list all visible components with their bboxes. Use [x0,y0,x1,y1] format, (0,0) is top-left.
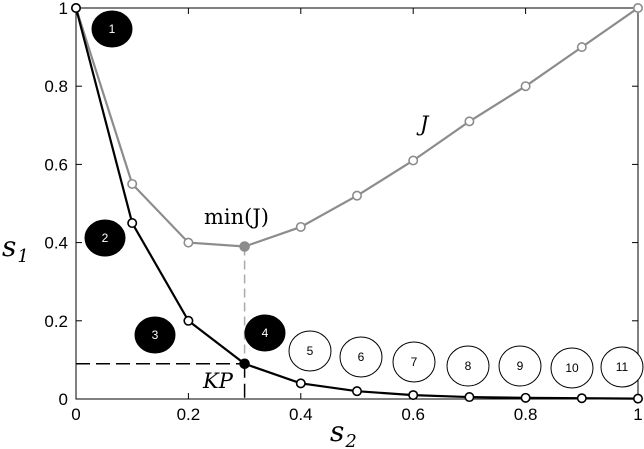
series-point-1 [71,3,82,13]
x-tick-label: 0.8 [514,405,538,424]
badge-circle [550,347,594,389]
series-point-1 [351,386,362,397]
y-tick-label: 0.2 [44,312,68,331]
badge-label: 1 [109,22,116,36]
badge-circle [244,314,286,352]
badge-label: 6 [358,350,365,364]
series-point-0 [464,116,475,127]
badge-circle [600,346,644,388]
series-point-0 [351,190,362,201]
plot-frame [75,7,639,400]
series-point-0 [576,42,587,53]
series-point-1 [632,393,643,404]
x-tick-label: 0 [71,405,80,424]
series-layer [71,3,643,404]
badge-circle [446,345,490,387]
series-line-0 [74,7,639,248]
series-point-0 [295,221,306,232]
y-tick-label: 1 [59,0,68,18]
x-tick-label: 1 [633,405,642,424]
min-j-label: min(J) [204,205,269,229]
series-point-0 [520,81,531,92]
series-point-1 [295,378,306,389]
series-point-1 [520,392,531,403]
badge-label: 2 [102,231,109,245]
badge-circle [91,10,133,48]
badge-circle [134,316,176,354]
badge-circle [84,219,126,257]
y-axis-title: s1 [2,230,29,267]
series-label-j: J [416,112,430,136]
badge-label: 10 [565,361,579,375]
y-tick-label: 0.8 [44,77,68,96]
series-point-1 [183,315,194,326]
x-tick-label: 0.2 [177,405,201,424]
badge-label: 4 [262,326,269,340]
badges-layer: 1 2 3 4 5 6 7 8 9 10 11 [84,10,644,389]
series-point-0 [127,178,138,189]
badge-label: 3 [152,328,159,342]
badge-circle [392,341,436,383]
badge-label: 7 [411,355,418,369]
x-tick-label: 0.6 [401,405,425,424]
badge-label: 5 [307,344,314,358]
y-tick-label: 0 [59,390,68,409]
axis-ticks: 0 0.2 0.4 0.6 0.8 100.20.40.60.81 [44,0,642,424]
series-point-1 [464,392,475,403]
y-tick-label: 0.4 [44,234,68,253]
badge-label: 8 [465,359,472,373]
guide-lines [76,246,246,399]
x-axis-title: s2 [330,415,357,449]
series-point-1 [127,218,138,229]
badge-circle [498,345,542,387]
badge-label: 11 [616,360,629,374]
series-point-1 [576,393,587,404]
series-point-0 [183,237,194,248]
knee-point-label: KP [202,369,234,393]
badge-circle [339,336,383,378]
highlight-point-1 [239,358,250,370]
highlight-point-0 [239,241,250,252]
series-point-1 [408,390,419,401]
series-point-0 [408,155,419,166]
series-point-0 [632,3,643,13]
badge-circle [288,330,332,372]
y-tick-label: 0.6 [44,155,68,174]
badge-label: 9 [517,359,524,373]
x-tick-label: 0.4 [289,405,313,424]
